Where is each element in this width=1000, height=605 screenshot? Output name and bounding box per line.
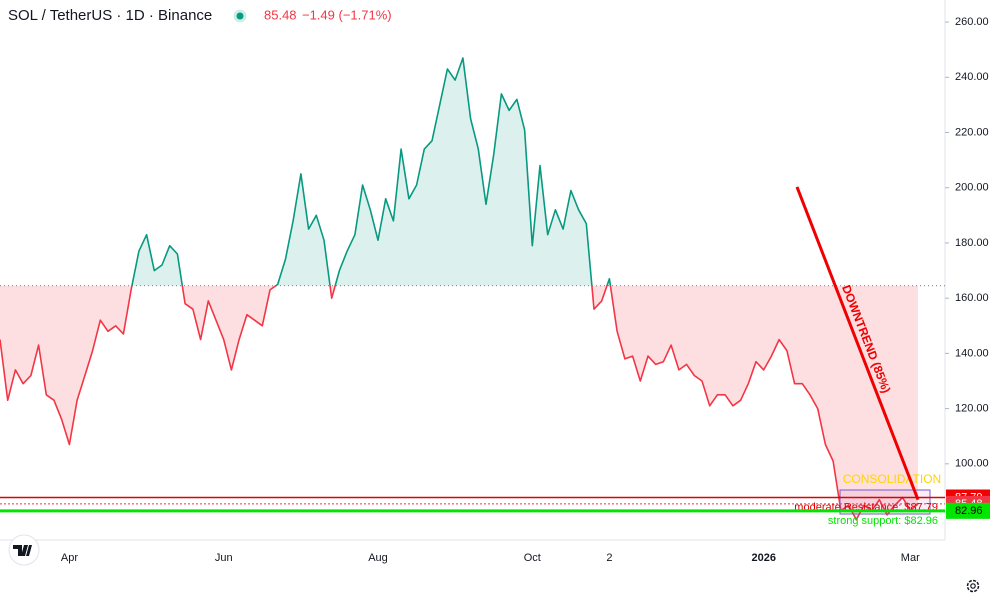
price-line — [0, 57, 919, 521]
tv-logo[interactable] — [8, 534, 40, 566]
y-tick-label: 220.00 — [955, 126, 989, 138]
price-tag-label: 82.96 — [955, 505, 983, 517]
y-tick-label: 100.00 — [955, 458, 989, 470]
y-tick-label: 120.00 — [955, 402, 989, 414]
x-tick-label: Aug — [368, 552, 388, 564]
x-tick-label: Oct — [524, 552, 541, 564]
y-tick-label: 180.00 — [955, 237, 989, 249]
y-tick-label: 240.00 — [955, 71, 989, 83]
level-label: strong support: $82.96 — [828, 515, 938, 527]
y-tick-label: 200.00 — [955, 182, 989, 194]
y-tick-label: 140.00 — [955, 347, 989, 359]
last-price: 85.48 — [264, 7, 297, 22]
trendline — [795, 186, 920, 501]
price-tag — [946, 502, 990, 519]
y-tick-label: 260.00 — [955, 16, 989, 28]
settings-icon[interactable] — [966, 579, 980, 593]
x-tick-label: Apr — [61, 552, 78, 564]
annotation: CONSOLIDATION — [843, 472, 941, 486]
x-tick-label: Jun — [215, 552, 233, 564]
status-dot — [236, 12, 244, 20]
symbol-title: SOL / TetherUS · 1D · Binance — [8, 7, 212, 24]
x-tick-label: 2026 — [751, 552, 775, 564]
baseline-area — [0, 58, 918, 520]
x-tick-label: Mar — [901, 552, 920, 564]
price-change: −1.49 (−1.71%) — [302, 7, 392, 22]
x-tick-label: 2 — [606, 552, 612, 564]
y-tick-label: 160.00 — [955, 292, 989, 304]
